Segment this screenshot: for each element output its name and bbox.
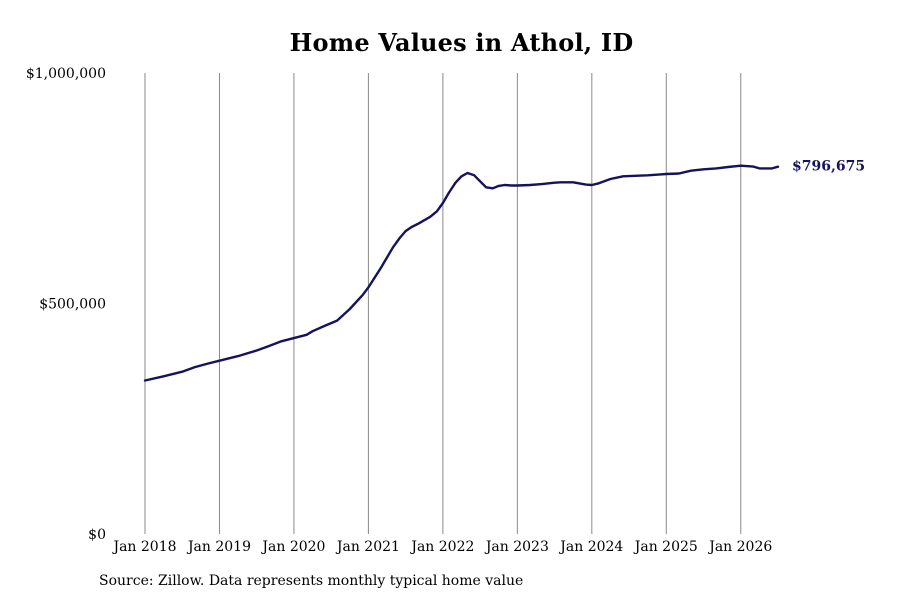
x-tick-label-7: Jan 2025 [633, 539, 698, 555]
series-line-0 [143, 164, 780, 382]
y-tick-label-1: $500,000 [39, 297, 106, 313]
end-value-label: $796,675 [792, 159, 865, 175]
x-tick-label-6: Jan 2024 [558, 539, 623, 555]
y-axis-ticks: $0 $500,000 $1,000,000 [26, 66, 106, 543]
x-tick-label-8: Jan 2026 [707, 539, 772, 555]
x-axis-ticks: Jan 2018 Jan 2019 Jan 2020 Jan 2021 Jan 2022… [111, 539, 772, 555]
x-tick-label-5: Jan 2023 [484, 539, 549, 555]
end-label-layer: $796,675 [792, 159, 865, 175]
x-tick-label-4: Jan 2022 [409, 539, 474, 555]
grid-lines [144, 73, 742, 534]
chart-title: Home Values in Athol, ID [289, 28, 634, 57]
series-layer [143, 164, 780, 382]
y-tick-label-2: $1,000,000 [26, 66, 106, 82]
x-tick-label-2: Jan 2020 [260, 539, 325, 555]
x-tick-label-3: Jan 2021 [335, 539, 400, 555]
source-note: Source: Zillow. Data represents monthly … [99, 573, 524, 589]
x-tick-label-0: Jan 2018 [111, 539, 176, 555]
y-tick-label-0: $0 [88, 527, 106, 543]
x-tick-label-1: Jan 2019 [186, 539, 251, 555]
